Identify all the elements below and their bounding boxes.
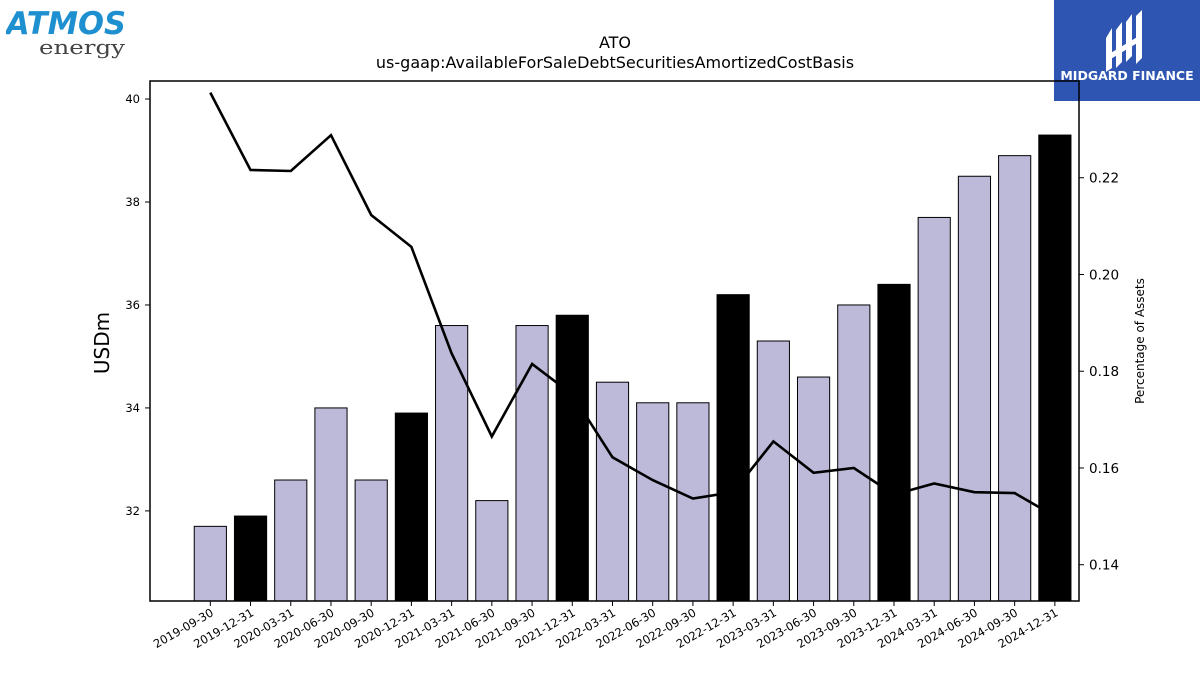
plot-frame [149, 80, 1080, 602]
chart-title: ATO [599, 33, 631, 52]
bar-2023-03-31 [756, 340, 790, 602]
bar-2020-03-31 [274, 479, 308, 602]
bar-2024-12-31 [1038, 134, 1072, 602]
bar-2019-12-31 [233, 515, 268, 602]
midgard-finance-logo: MIDGARD FINANCE [1054, 0, 1200, 101]
bar-2021-03-31 [435, 325, 469, 602]
y2-tick-label: 0.14 [1089, 558, 1119, 574]
y-tick-label: 40 [125, 92, 140, 106]
y2-axis-label: Percentage of Assets [1133, 278, 1147, 404]
bar-2020-12-31 [394, 412, 428, 602]
bar-2021-09-30 [515, 325, 549, 602]
bar-2022-09-30 [676, 402, 710, 602]
bar-2020-06-30 [314, 407, 348, 602]
y-tick-label: 36 [125, 298, 140, 312]
y2-tick-label: 0.16 [1089, 461, 1119, 477]
midgard-name: MIDGARD FINANCE [1060, 68, 1193, 83]
y-tick-label: 32 [125, 504, 140, 518]
chart-subtitle: us-gaap:AvailableForSaleDebtSecuritiesAm… [376, 53, 854, 72]
bar-2021-12-31 [555, 314, 589, 602]
bar-2023-09-30 [837, 304, 871, 602]
y2-tick-label: 0.22 [1089, 171, 1119, 187]
bar-2024-09-30 [998, 155, 1032, 602]
y2-tick-label: 0.18 [1089, 364, 1119, 380]
bar-2022-12-31 [716, 294, 750, 602]
bar-2024-03-31 [917, 216, 951, 602]
y2-tick-label: 0.20 [1089, 267, 1119, 283]
bar-2020-09-30 [354, 479, 388, 602]
bar-2022-06-30 [636, 402, 670, 602]
y-tick-label: 38 [125, 195, 140, 209]
logo-wordmark-top: ATMOS [6, 6, 126, 42]
logo-wordmark-bottom: energy [39, 35, 126, 59]
midgard-emblem-icon [1106, 10, 1142, 72]
bar-2021-06-30 [475, 500, 509, 602]
bar-2024-06-30 [957, 175, 992, 602]
atmos-energy-logo: ATMOS energy [3, 4, 130, 60]
y-tick-label: 34 [125, 401, 140, 415]
bar-2023-06-30 [796, 376, 831, 602]
percentage-of-assets-line [209, 92, 1056, 518]
y-axis-label: USDm [90, 312, 114, 374]
bar-2023-12-31 [877, 283, 911, 602]
bar-2022-03-31 [595, 381, 630, 602]
bar-2019-09-30 [193, 525, 227, 602]
